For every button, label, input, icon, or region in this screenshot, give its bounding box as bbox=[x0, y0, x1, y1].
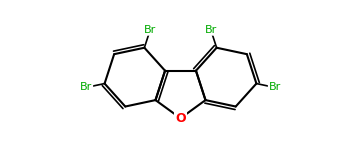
Text: Br: Br bbox=[205, 25, 217, 35]
Text: Br: Br bbox=[269, 82, 280, 92]
Text: O: O bbox=[175, 112, 186, 125]
Text: Br: Br bbox=[144, 25, 156, 35]
Text: Br: Br bbox=[81, 82, 92, 92]
